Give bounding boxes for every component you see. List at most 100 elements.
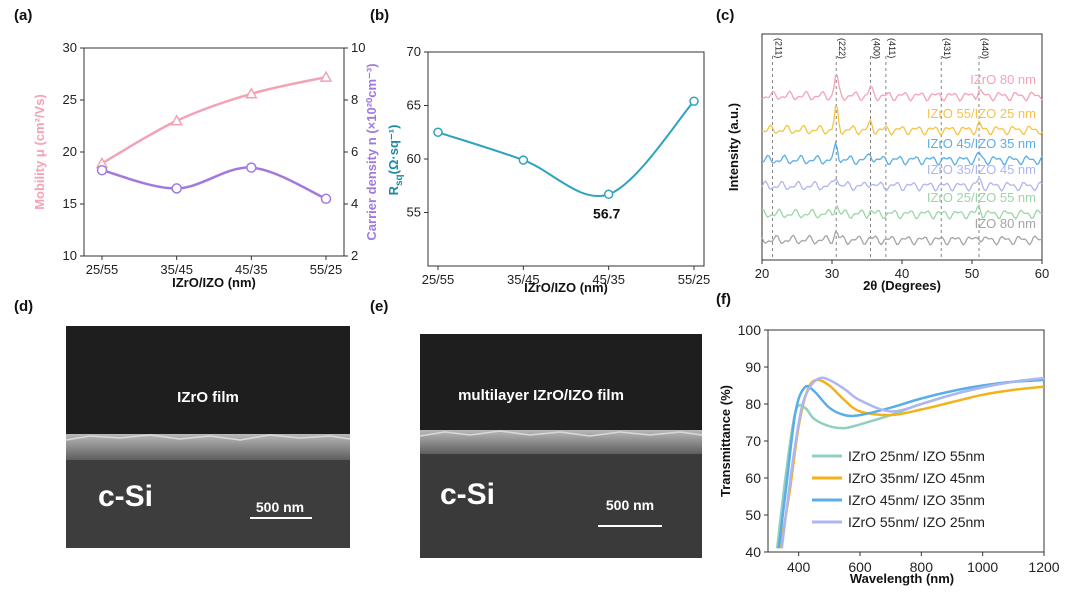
sem-image-e: multilayer IZrO/IZO film c-Si 500 nm [419, 334, 703, 558]
scale-label-e: 500 nm [606, 497, 654, 513]
y-axis-label-carrier-density: Carrier density n (×10²⁰cm⁻³) [364, 63, 379, 240]
substrate-label-e: c-Si [440, 478, 495, 511]
c-series-label: IZrO 55/IZO 25 nm [927, 106, 1036, 121]
b-x-tick-label: 25/55 [422, 272, 455, 287]
c-pattern-3 [761, 176, 1043, 192]
b-y-tick-label: 65 [407, 98, 421, 113]
a-right-tick-label: 8 [351, 92, 358, 107]
c-x-tick-label: 30 [825, 266, 839, 281]
c-series-label: IZrO 80 nm [970, 72, 1036, 87]
a-point-mobility [170, 114, 183, 126]
b-y-tick-label: 60 [407, 151, 421, 166]
c-series-label: IZrO 35/IZO 45 nm [927, 162, 1036, 177]
a-point-carrier-density [96, 164, 108, 176]
panel-label-f: (f) [716, 291, 731, 308]
c-reference-label: (222) [837, 38, 847, 59]
a-left-tick-label: 20 [63, 144, 77, 159]
f-y-tick-label: 70 [745, 433, 761, 449]
panel-label-b: (b) [370, 7, 389, 24]
f-x-tick-label: 1000 [967, 559, 998, 575]
x-axis-label-a: IZrO/IZO (nm) [172, 275, 256, 290]
f-legend-label: IZrO 25nm/ IZO 55nm [848, 448, 985, 464]
x-axis-label-b: IZrO/IZO (nm) [524, 280, 608, 295]
sem-vacuum-e [420, 334, 702, 430]
film-label-d: IZrO film [177, 389, 239, 406]
f-x-tick-label: 800 [910, 559, 934, 575]
y-axis-label-rsq-main: R [386, 185, 401, 195]
f-y-tick-label: 60 [745, 470, 761, 486]
a-point-carrier-density [246, 162, 257, 173]
a-point-carrier-density [320, 193, 332, 205]
f-y-tick-label: 80 [745, 396, 761, 412]
a-x-tick-label: 45/35 [235, 262, 268, 277]
sem-image-d: IZrO film c-Si 500 nm [65, 326, 351, 548]
f-x-tick-label: 600 [848, 559, 872, 575]
f-x-tick-label: 1200 [1028, 559, 1059, 575]
b-y-tick-label: 55 [407, 205, 421, 220]
c-reference-label: (211) [774, 38, 784, 58]
y-axis-label-intensity: Intensity (a.u.) [726, 103, 741, 191]
c-x-tick-label: 40 [895, 266, 909, 281]
b-y-tick-label: 70 [407, 44, 421, 59]
c-series-label: IZrO 25/IZO 55 nm [927, 190, 1036, 205]
substrate-label-d: c-Si [98, 480, 153, 513]
sem-substrate-d [66, 460, 350, 548]
sem-film-edge-d [65, 434, 351, 441]
plot-frame-b [427, 51, 705, 267]
a-right-tick-label: 10 [351, 40, 365, 55]
a-point-mobility [319, 70, 333, 82]
chart-f: 40 50 60 70 80 90 100 400 600 800 1000 1200 IZrO 2… [718, 322, 1060, 586]
c-pattern-5 [761, 230, 1043, 246]
b-annotation: 56.7 [593, 205, 620, 221]
f-series-line-2 [777, 378, 1045, 549]
c-reference-label: (411) [887, 38, 897, 58]
y-axis-label-rsq-sub: sq [394, 174, 405, 186]
b-series-line [437, 100, 695, 197]
f-x-tick-label: 400 [787, 559, 811, 575]
c-reference-label: (431) [942, 38, 952, 59]
c-x-tick-label: 60 [1035, 266, 1049, 281]
b-x-tick-label: 55/25 [678, 272, 711, 287]
c-pattern-4 [761, 203, 1043, 220]
a-right-tick-label: 2 [351, 248, 358, 263]
scale-label-d: 500 nm [256, 499, 304, 515]
b-point [433, 127, 443, 137]
sem-film-edge-e [419, 430, 703, 437]
f-series-line-3 [780, 376, 1045, 549]
f-legend-label: IZrO 55nm/ IZO 25nm [848, 514, 985, 530]
b-point [689, 96, 699, 106]
chart-a: 10 15 20 25 30 2 4 6 8 10 25/55 35/45 45/35 55/25 M… [32, 40, 379, 290]
c-x-tick-label: 20 [755, 266, 769, 281]
c-series-label: IZO 80 nm [975, 216, 1036, 231]
c-pattern-1 [762, 105, 1043, 137]
a-point-mobility [245, 87, 258, 99]
f-legend-label: IZrO 45nm/ IZO 35nm [848, 492, 985, 508]
f-y-tick-label: 50 [745, 507, 761, 523]
b-x-tick-label: 35/45 [507, 272, 540, 287]
y-axis-label-transmittance: Transmittance (%) [718, 385, 733, 497]
a-left-tick-label: 25 [63, 92, 77, 107]
y-axis-label-rsq: Rsq(Ω·sq⁻¹) [386, 125, 405, 196]
b-x-tick-label: 45/35 [592, 272, 625, 287]
c-reference-label: (440) [980, 38, 990, 59]
y-axis-label-rsq-unit: (Ω·sq⁻¹) [386, 125, 401, 175]
a-x-tick-label: 25/55 [86, 262, 119, 277]
panel-label-c: (c) [716, 7, 734, 24]
a-left-tick-label: 10 [63, 248, 77, 263]
f-legend-label: IZrO 35nm/ IZO 45nm [848, 470, 985, 486]
c-x-tick-label: 50 [965, 266, 979, 281]
film-label-e: multilayer IZrO/IZO film [458, 387, 624, 404]
f-y-tick-label: 100 [738, 322, 762, 338]
f-y-tick-label: 90 [745, 359, 761, 375]
a-x-tick-label: 35/45 [160, 262, 193, 277]
a-x-tick-label: 55/25 [310, 262, 343, 277]
f-y-tick-label: 40 [745, 544, 761, 560]
a-right-tick-label: 4 [351, 196, 358, 211]
x-axis-label-f: Wavelength (nm) [850, 571, 954, 586]
c-pattern-2 [761, 140, 1043, 166]
a-point-carrier-density [171, 183, 182, 194]
chart-c: (211) (222) (400) (411) (431) (440) IZrO 80 n… [726, 33, 1049, 293]
y-axis-label-mobility: Mobility μ (cm²/Vs) [32, 94, 47, 210]
b-point [603, 189, 614, 200]
